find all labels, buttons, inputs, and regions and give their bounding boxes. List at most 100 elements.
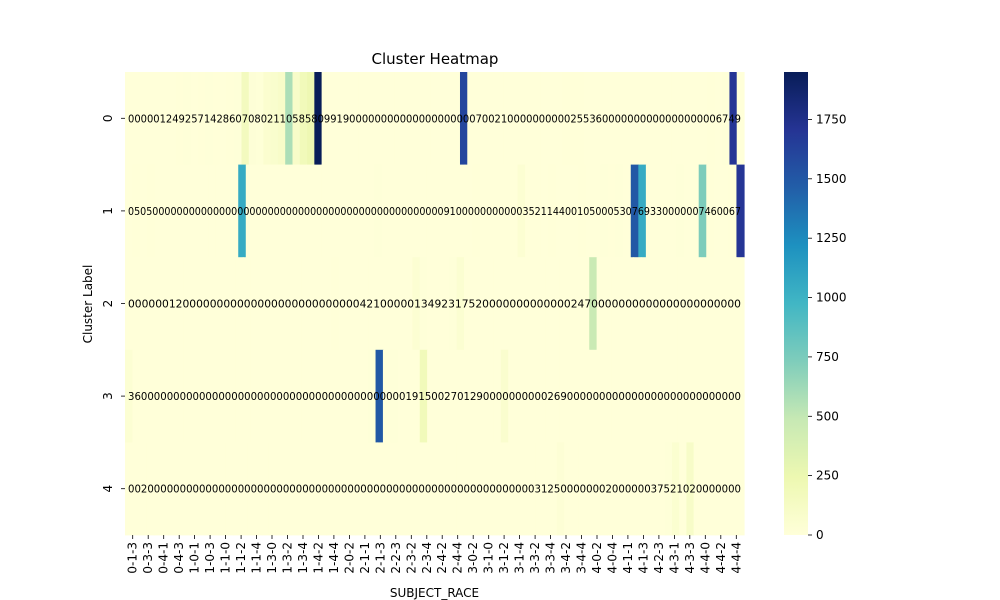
heatmap-cell <box>574 257 583 351</box>
heatmap-cell <box>626 349 635 443</box>
heatmap-cell <box>346 257 355 351</box>
heatmap-cell <box>554 72 563 165</box>
y-tick-label: 1 <box>101 207 115 215</box>
heatmap-cell <box>657 442 666 536</box>
heatmap-cell <box>449 349 458 443</box>
x-tick-label: 2-3-2 <box>404 542 418 574</box>
heatmap-cell <box>492 442 500 536</box>
x-tick-label: 4-0-2 <box>590 542 604 574</box>
heatmap-cell <box>471 257 480 351</box>
heatmap-cell <box>561 72 570 165</box>
heatmap-cell <box>168 72 177 165</box>
heatmap-cell <box>472 164 481 258</box>
y-tick-label: 2 <box>101 300 115 308</box>
heatmap-cell <box>132 349 141 443</box>
heatmap-cell <box>530 349 539 443</box>
heatmap-cell <box>676 164 685 258</box>
heatmap-cell <box>323 349 332 443</box>
heatmap-cell <box>591 72 599 165</box>
heatmap-cell <box>589 349 598 443</box>
heatmap-cell <box>427 442 436 536</box>
heatmap-cell <box>567 349 576 443</box>
heatmap-cell <box>168 442 176 536</box>
heatmap-cell <box>247 442 256 536</box>
heatmap-cell <box>656 72 665 165</box>
heatmap-cell <box>183 349 192 443</box>
heatmap-cell <box>457 164 466 258</box>
heatmap-cell <box>297 442 306 536</box>
heatmap-cell <box>736 164 745 258</box>
heatmap-cell <box>528 442 536 536</box>
heatmap-cell <box>427 349 436 443</box>
heatmap-cell <box>611 257 620 351</box>
heatmap-cell <box>670 257 679 351</box>
x-tick-label: 1-3-0 <box>265 542 279 574</box>
heatmap-cell <box>634 72 643 165</box>
heatmap-cell <box>677 349 686 443</box>
heatmap-cell <box>321 164 330 258</box>
heatmap-cell <box>154 257 163 351</box>
x-tick-label: 4-1-1 <box>621 542 635 574</box>
heatmap-cell <box>316 257 325 351</box>
heatmap-cell <box>655 349 664 443</box>
heatmap-cell <box>508 349 517 443</box>
heatmap-cell <box>340 442 349 536</box>
heatmap-cell <box>176 349 185 443</box>
heatmap-cell <box>506 442 515 536</box>
y-tick-label: 0 <box>101 114 115 122</box>
heatmap-cell <box>401 72 410 165</box>
x-tick-label: 3-1-0 <box>482 542 496 574</box>
heatmap-cell <box>441 442 450 536</box>
heatmap-cell <box>542 442 551 536</box>
heatmap-cell <box>147 349 156 443</box>
heatmap-cell <box>611 349 620 443</box>
x-tick-label: 1-3-4 <box>296 542 310 574</box>
heatmap-cell <box>343 72 352 165</box>
heatmap-cell <box>692 349 701 443</box>
colorbar-ticks: 0 250 500 750 1000 1250 1500 1750 <box>808 113 847 542</box>
x-axis-label: SUBJECT_RACE <box>390 586 479 600</box>
heatmap-cell <box>564 442 572 536</box>
heatmap-cell <box>242 349 251 443</box>
heatmap-cell <box>729 349 738 443</box>
heatmap-cell <box>139 257 148 351</box>
heatmap-cell <box>411 164 420 258</box>
heatmap-cell <box>225 442 234 536</box>
x-tick-label: 4-4-4 <box>729 542 743 574</box>
colorbar-tick-label: 1750 <box>816 113 847 127</box>
heatmap-cell <box>456 442 464 536</box>
heatmap-cell <box>397 349 406 443</box>
colorbar-tick-label: 1250 <box>816 231 847 245</box>
heatmap-cell <box>578 442 587 536</box>
heatmap-cell <box>299 72 308 165</box>
heatmap-cell <box>547 164 556 258</box>
heatmap-cell <box>132 257 141 351</box>
heatmap-cell <box>360 257 369 351</box>
heatmap-cell <box>321 72 330 165</box>
heatmap-cell <box>677 257 686 351</box>
heatmap-cell <box>369 442 378 536</box>
heatmap-cell <box>577 164 587 258</box>
heatmap-cell <box>190 72 199 165</box>
heatmap-cell <box>570 164 579 258</box>
heatmap-cell <box>648 257 657 351</box>
heatmap-cell <box>668 164 677 258</box>
heatmap-cell <box>615 164 624 258</box>
heatmap-cell <box>211 442 220 536</box>
heatmap-cell <box>467 72 476 165</box>
heatmap-cell <box>312 442 320 536</box>
heatmap-cell <box>270 72 279 165</box>
heatmap-cell <box>183 72 192 165</box>
heatmap-cell <box>567 257 576 351</box>
heatmap-cell <box>353 257 362 351</box>
heatmap-cell <box>449 164 458 258</box>
heatmap-cell <box>722 442 731 536</box>
heatmap-cell <box>692 257 701 351</box>
heatmap-cell <box>218 442 227 536</box>
heatmap-cell <box>693 442 702 536</box>
heatmap-cell <box>518 72 527 165</box>
heatmap-cell <box>132 72 141 165</box>
heatmap-cell <box>316 349 325 443</box>
heatmap-cell <box>478 349 487 443</box>
heatmap-cell <box>452 72 461 165</box>
